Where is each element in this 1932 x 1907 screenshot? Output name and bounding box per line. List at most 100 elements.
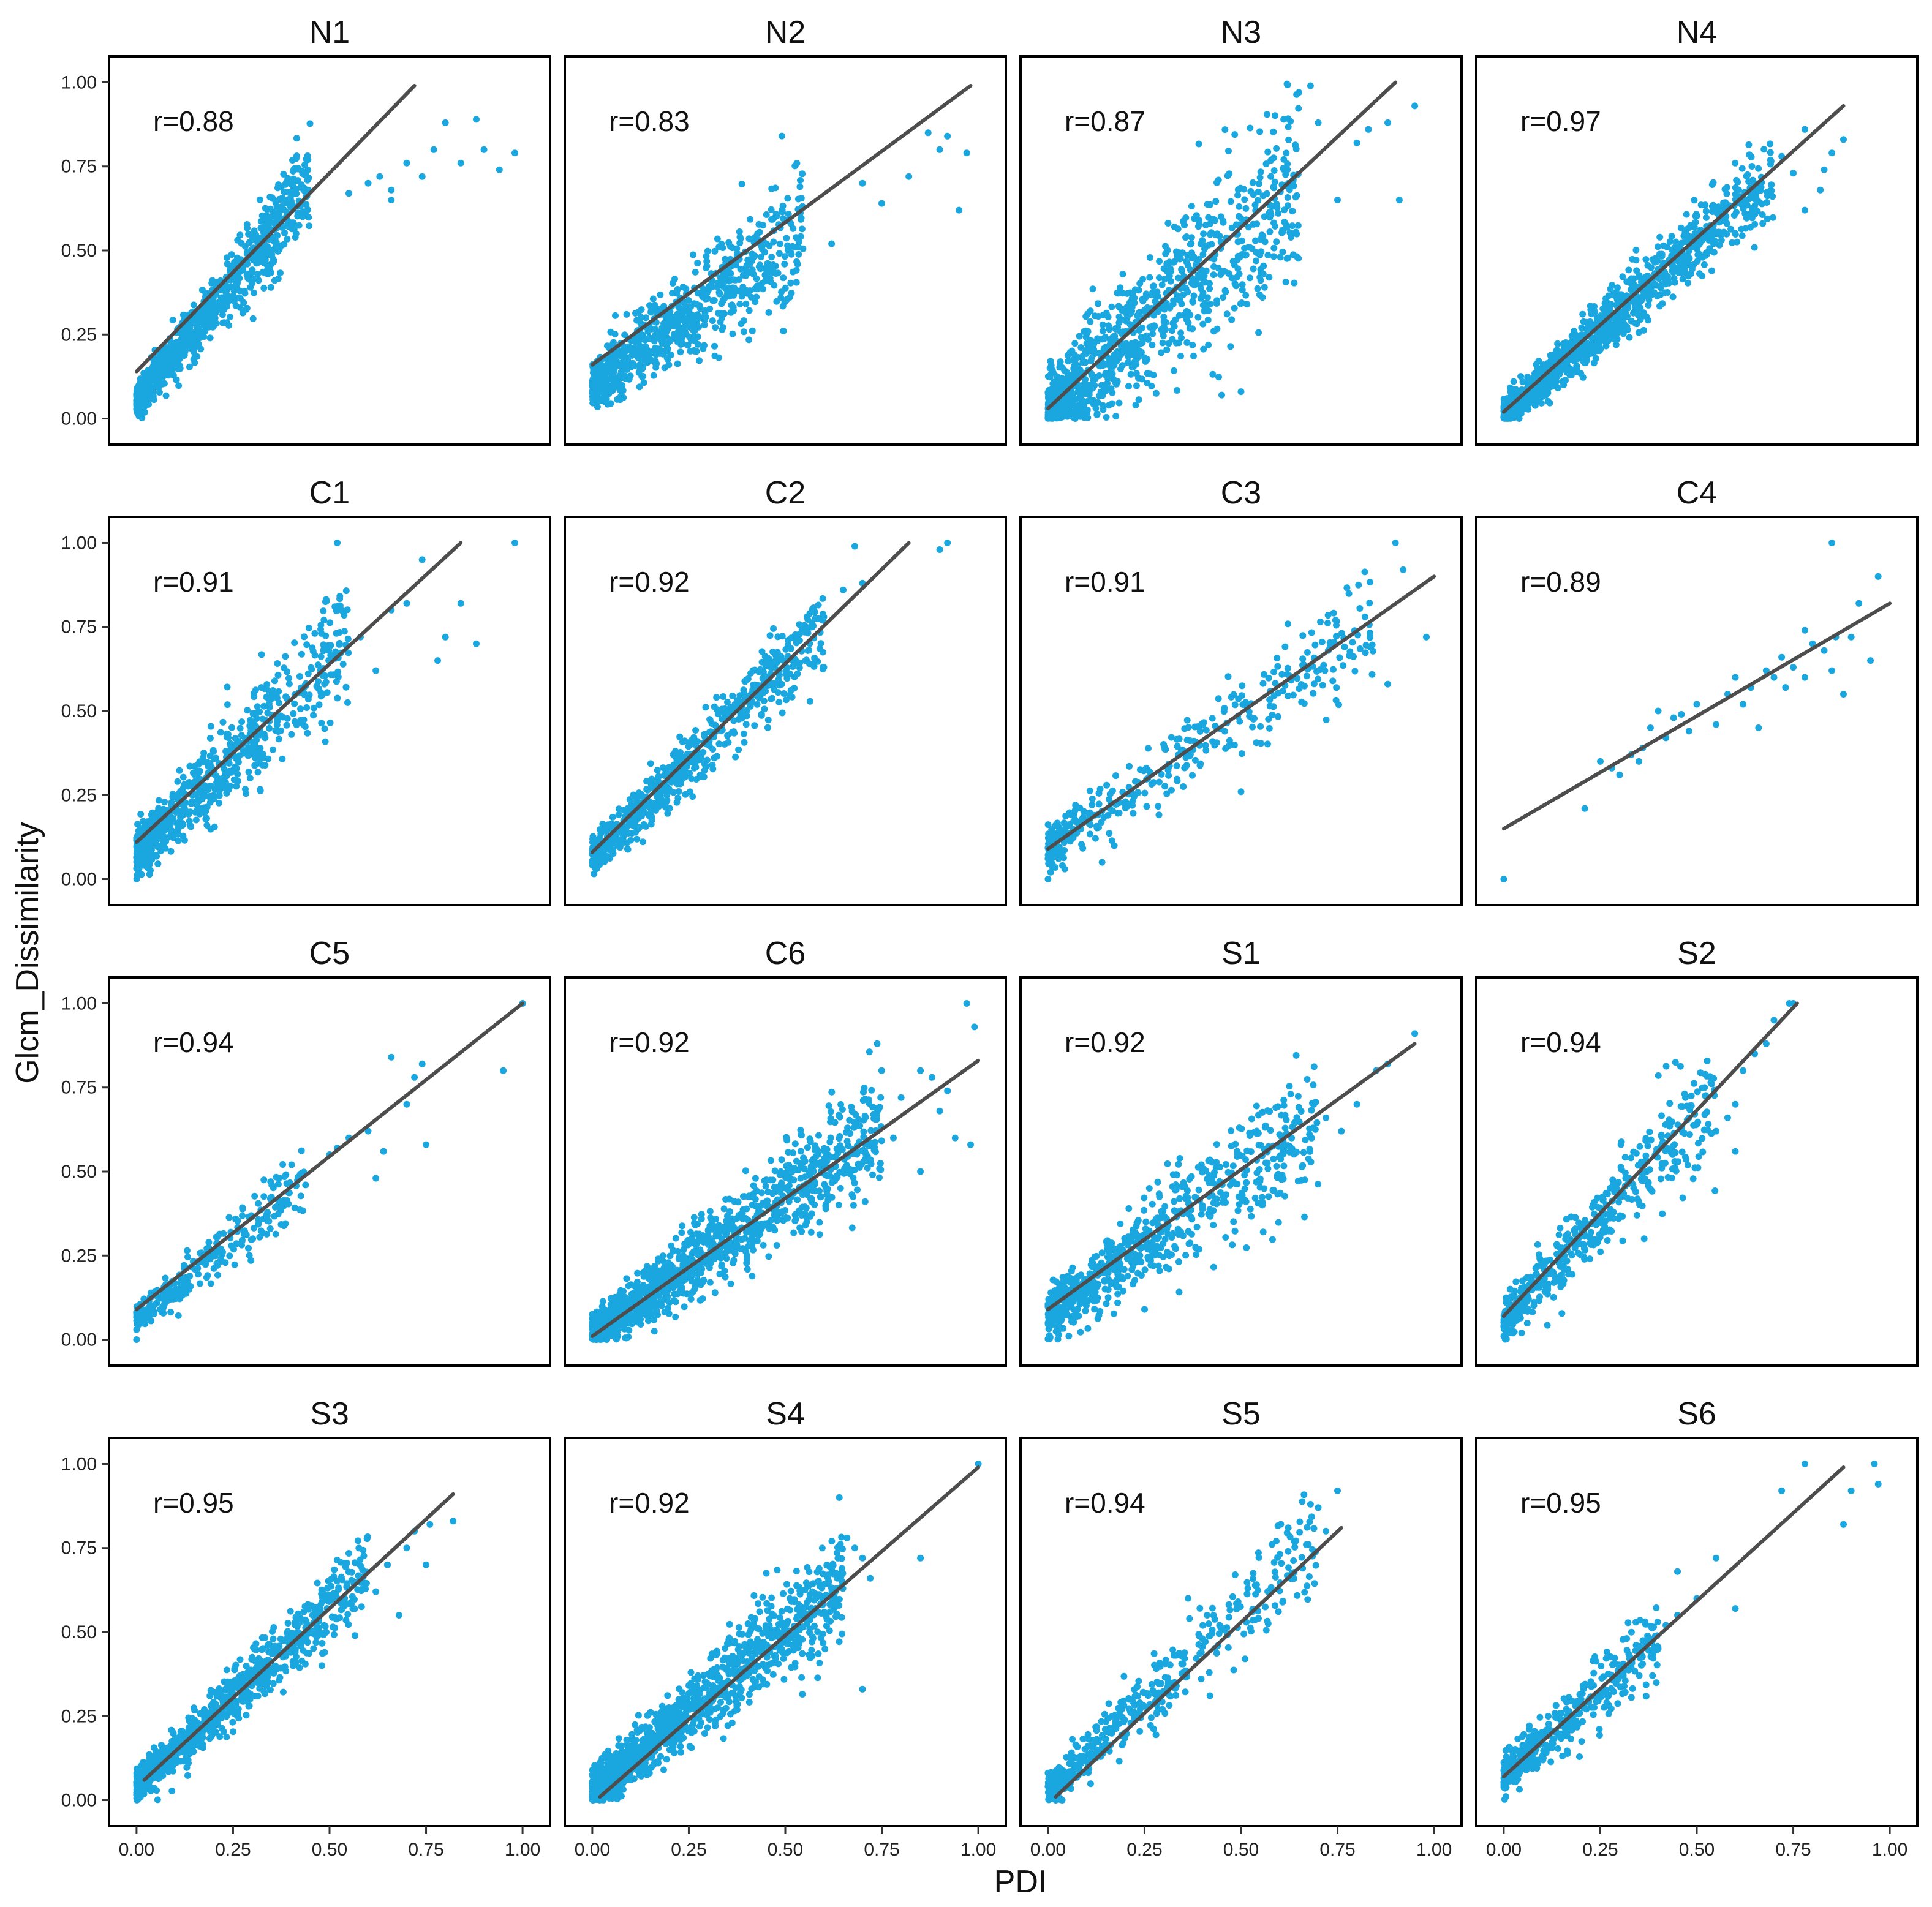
data-point: [1106, 336, 1114, 343]
data-point: [1117, 284, 1124, 292]
data-point: [1117, 342, 1125, 350]
data-point: [173, 809, 180, 816]
data-point: [1076, 333, 1083, 340]
data-point: [1599, 329, 1606, 337]
data-point: [658, 339, 666, 347]
data-point: [1681, 255, 1688, 262]
data-point: [162, 355, 169, 363]
data-point: [315, 678, 322, 685]
data-point: [274, 232, 281, 239]
data-point: [1270, 154, 1277, 162]
data-point: [798, 225, 806, 233]
data-point: [711, 247, 719, 255]
data-point: [339, 660, 347, 668]
data-point: [1248, 245, 1256, 252]
data-point: [1693, 245, 1700, 252]
data-point: [134, 844, 142, 851]
data-point: [1164, 220, 1172, 227]
data-point: [231, 763, 238, 770]
data-point: [1127, 370, 1134, 378]
data-point: [285, 189, 292, 196]
data-point: [758, 648, 766, 655]
data-point: [1255, 329, 1262, 336]
data-point: [291, 718, 298, 725]
data-point: [304, 206, 311, 213]
data-point: [1713, 229, 1720, 236]
data-point: [1629, 255, 1636, 263]
data-point: [718, 315, 725, 322]
data-point: [143, 851, 151, 859]
data-point: [266, 704, 273, 711]
data-point: [1260, 262, 1267, 269]
data-point: [223, 733, 230, 740]
data-point: [1745, 195, 1753, 203]
data-point: [196, 334, 203, 342]
data-point: [724, 732, 731, 739]
data-point: [791, 162, 799, 170]
data-point: [797, 233, 804, 240]
data-point: [233, 783, 240, 790]
data-point: [192, 777, 199, 784]
data-point: [1284, 166, 1291, 173]
data-point: [250, 690, 257, 697]
data-point: [740, 730, 747, 737]
data-point: [308, 664, 315, 671]
data-point: [647, 335, 654, 342]
data-point: [784, 242, 791, 249]
data-point: [1156, 258, 1163, 265]
data-point: [768, 254, 775, 261]
data-point: [1065, 358, 1072, 365]
data-point: [418, 173, 426, 180]
data-point: [1077, 344, 1085, 351]
data-point: [1678, 264, 1686, 271]
data-point: [605, 854, 613, 861]
data-point: [1716, 241, 1723, 249]
data-point: [1159, 339, 1166, 347]
data-point: [747, 216, 754, 223]
data-point: [222, 770, 230, 778]
data-point: [304, 670, 312, 677]
panel-n3: N3r=0.87: [1019, 15, 1463, 446]
data-point: [1666, 238, 1674, 245]
data-point: [1183, 307, 1190, 315]
data-points: [1044, 80, 1419, 422]
data-point: [1182, 234, 1190, 241]
data-point: [1270, 253, 1277, 260]
data-point: [221, 319, 228, 326]
data-point: [784, 195, 791, 202]
data-point: [322, 679, 330, 686]
data-point: [276, 195, 283, 203]
data-point: [1213, 300, 1220, 307]
data-point: [1155, 308, 1162, 315]
data-point: [253, 715, 260, 723]
data-point: [222, 289, 230, 296]
data-point: [1259, 271, 1267, 277]
data-point: [1395, 197, 1403, 204]
data-point: [1625, 266, 1632, 274]
data-point: [259, 751, 266, 758]
data-point: [160, 835, 168, 843]
regression-line: [134, 541, 463, 844]
data-point: [773, 212, 780, 219]
data-point: [295, 222, 303, 229]
data-point: [202, 328, 209, 335]
data-point: [1262, 160, 1270, 168]
data-point: [633, 835, 641, 843]
data-point: [195, 325, 202, 332]
data-point: [1193, 276, 1200, 284]
data-point: [1079, 354, 1086, 361]
data-point: [1050, 385, 1057, 393]
data-point: [643, 314, 650, 322]
data-point: [1642, 256, 1650, 263]
data-point: [1148, 323, 1155, 330]
data-point: [1710, 249, 1718, 256]
data-point: [293, 152, 300, 160]
data-point: [272, 241, 279, 248]
data-point: [304, 175, 312, 182]
data-point: [1148, 382, 1155, 389]
data-point: [320, 607, 327, 615]
data-point: [217, 729, 224, 736]
data-point: [154, 375, 161, 383]
data-point: [1087, 318, 1094, 325]
data-point: [711, 342, 718, 350]
